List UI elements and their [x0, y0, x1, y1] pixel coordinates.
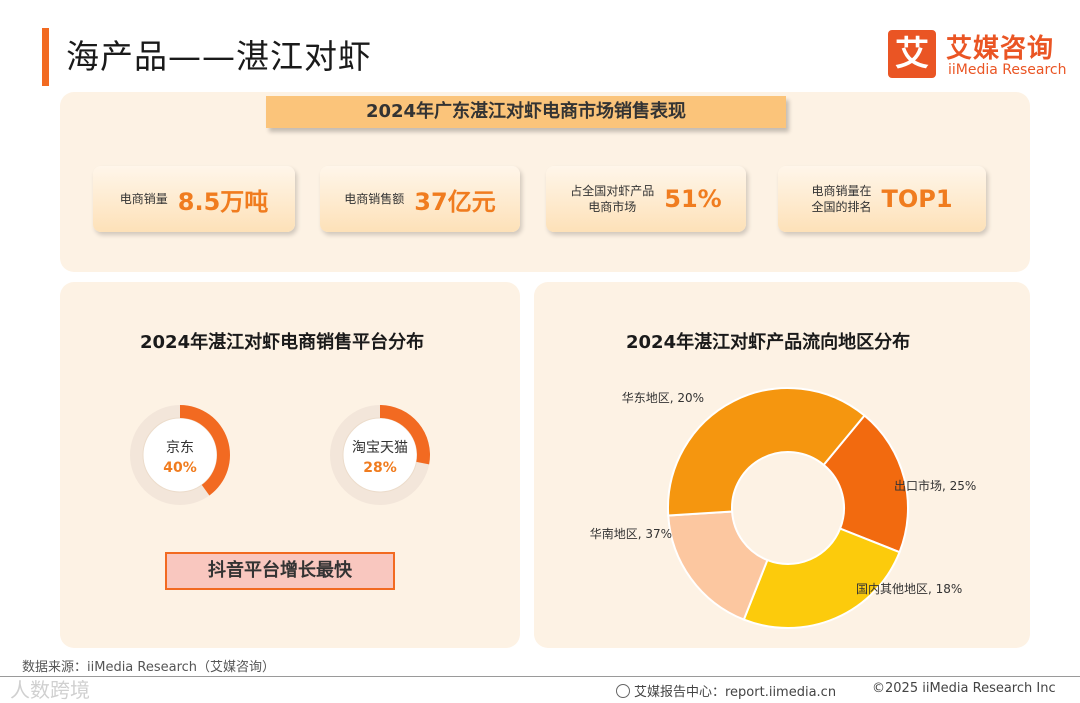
donut-slice [822, 414, 909, 554]
platform-growth-note: 抖音平台增长最快 [165, 552, 395, 590]
logo-en-text: iiMedia Research [948, 62, 1067, 78]
donut-data-label: 国内其他地区, 18% [856, 582, 962, 596]
report-center-link[interactable]: 艾媒报告中心：report.iimedia.cn [634, 685, 837, 700]
donut-data-label: 华南地区, 37% [590, 526, 672, 541]
page-title: 海产品——湛江对虾 [66, 37, 372, 76]
kpi-card-market-share: 占全国对虾产品 电商市场 51% [546, 166, 746, 232]
kpi-banner-title: 2024年广东湛江对虾电商市场销售表现 [266, 96, 786, 128]
region-chart-title: 2024年湛江对虾产品流向地区分布 [626, 332, 911, 353]
donut-data-label: 华东地区, 20% [622, 391, 704, 405]
title-accent-bar [42, 28, 49, 86]
kpi-label-line2: 电商市场 [588, 200, 637, 214]
donut-category-label: 京东 [166, 440, 194, 456]
footer-report-center[interactable]: 艾媒报告中心：report.iimedia.cn [616, 681, 836, 700]
kpi-label: 电商销售额 [344, 191, 404, 207]
kpi-value: 8.5万吨 [177, 187, 269, 216]
watermark: 人数跨境 [10, 678, 90, 702]
donut-category-label: 淘宝天猫 [352, 440, 408, 456]
kpi-label-line2: 全国的排名 [811, 200, 872, 214]
kpi-card-sales-amount: 电商销售额 37亿元 [320, 166, 520, 232]
kpi-label: 电商销量 [120, 191, 168, 207]
globe-icon [616, 683, 630, 698]
kpi-label: 占全国对虾产品 电商市场 [570, 183, 654, 215]
logo-icon: 艾 [888, 30, 936, 78]
donut-slice [742, 527, 901, 629]
kpi-label-line1: 占全国对虾产品 [570, 184, 655, 198]
region-donut-chart: 华东地区, 20% 出口市场, 25% 国内其他地区, 18% 华南地区, 37% [590, 387, 976, 629]
donut-value-label: 28% [363, 460, 397, 476]
donut-slice [380, 405, 430, 465]
platform-donut-charts: 京东 40% 淘宝天猫 28% [130, 405, 430, 505]
footer-divider [0, 676, 1080, 677]
kpi-card-sales-volume: 电商销量 8.5万吨 [93, 166, 295, 232]
donut-slice [180, 405, 230, 496]
kpi-card-national-rank: 电商销量在 全国的排名 TOP1 [778, 166, 986, 232]
copyright: ©2025 iiMedia Research Inc [872, 681, 1056, 696]
kpi-value: TOP1 [881, 185, 953, 213]
data-source: 数据来源：iiMedia Research（艾媒咨询） [22, 660, 276, 675]
kpi-label-line1: 电商销量在 [811, 184, 872, 198]
kpi-label: 电商销量在 全国的排名 [811, 183, 871, 215]
donut-data-label: 出口市场, 25% [894, 478, 976, 493]
platform-chart-title: 2024年湛江对虾电商销售平台分布 [140, 332, 425, 353]
donut-slice [667, 387, 866, 517]
kpi-value: 51% [664, 185, 722, 213]
donut-value-label: 40% [163, 460, 197, 476]
kpi-label-line1: 电商销售额 [344, 192, 405, 206]
kpi-label-line1: 电商销量 [119, 192, 168, 206]
logo-cn-text: 艾媒咨询 [946, 34, 1055, 64]
kpi-value: 37亿元 [414, 187, 496, 216]
